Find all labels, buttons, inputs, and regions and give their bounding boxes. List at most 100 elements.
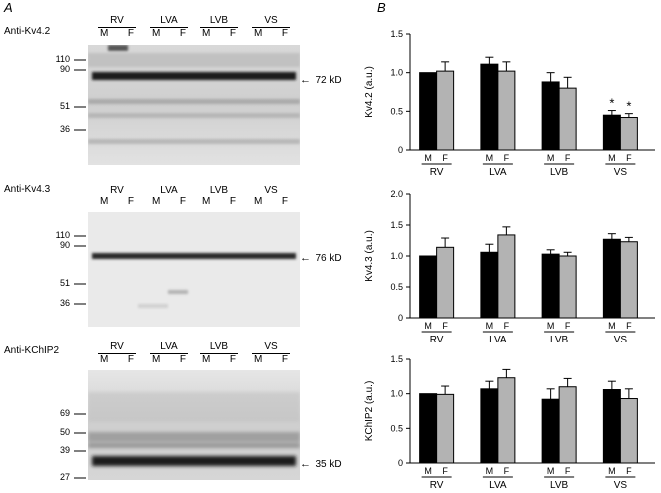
category-label: LVA	[489, 335, 507, 342]
mw-ticks	[74, 59, 86, 131]
mw-marker: 39	[59, 445, 70, 455]
sex-label-f: F	[229, 354, 236, 365]
sex-label: F	[565, 321, 571, 331]
sex-label-f: F	[127, 354, 134, 365]
bar-m	[480, 63, 499, 151]
y-tick-label: 0.5	[390, 282, 403, 292]
sex-label: M	[608, 321, 616, 331]
bar-m	[419, 255, 438, 319]
bar-f	[619, 117, 638, 151]
sex-label-m: M	[254, 196, 263, 207]
lane-group-label: LVB	[209, 15, 229, 26]
bar-f	[497, 70, 516, 151]
lane-group-label: VS	[264, 341, 278, 352]
y-tick-label: 1.0	[390, 251, 403, 261]
bar-m	[541, 253, 560, 319]
sex-label: M	[608, 466, 616, 476]
y-axis-label: KChIP2 (a.u.)	[364, 381, 375, 442]
sex-label-m: M	[152, 28, 161, 39]
bar-m	[541, 81, 560, 151]
bar-f	[558, 386, 577, 464]
blot-kchip2-title: Anti-KChIP2	[4, 345, 60, 356]
mw-marker: 36	[59, 298, 70, 308]
sex-label: F	[565, 466, 571, 476]
panel-a-label: A	[4, 0, 13, 15]
y-axis-label: Kv4.2 (a.u.)	[364, 66, 375, 118]
category-label: VS	[614, 167, 628, 178]
category-label: LVA	[489, 167, 507, 178]
category-label: RV	[430, 480, 444, 491]
lane-group-label: LVB	[209, 185, 229, 196]
band-kchip2-annotation: ← 35 kD	[300, 454, 360, 470]
blot-kv43-image	[88, 212, 300, 327]
sex-label-f: F	[127, 196, 134, 207]
sex-label-m: M	[254, 28, 263, 39]
sex-label-m: M	[254, 354, 263, 365]
bar-f	[619, 398, 638, 464]
sex-label-m: M	[202, 28, 211, 39]
blot-kv43-title: Anti-Kv4.3	[4, 184, 51, 195]
category-label: VS	[614, 480, 628, 491]
mw-marker: 90	[59, 240, 70, 250]
bar-f	[497, 377, 516, 464]
sex-label: F	[565, 153, 571, 163]
lane-group-label: LVA	[160, 185, 178, 196]
y-tick-label: 0	[398, 313, 403, 323]
blot-kv42-title: Anti-Kv4.2	[4, 26, 51, 37]
bar-f	[558, 255, 577, 319]
arrow-left-icon: ←	[300, 458, 311, 470]
mw-marker: 36	[59, 124, 70, 134]
lane-group-label: RV	[110, 341, 124, 352]
y-tick-label: 1.5	[390, 354, 403, 364]
category-label: VS	[614, 335, 628, 342]
sex-label: M	[424, 153, 432, 163]
sex-label-m: M	[152, 354, 161, 365]
sex-label-f: F	[281, 354, 288, 365]
bar-f	[558, 87, 577, 151]
mw-marker: 27	[59, 472, 70, 482]
sex-label-m: M	[202, 196, 211, 207]
mw-marker: 110	[55, 54, 70, 64]
sex-label-f: F	[179, 354, 186, 365]
category-label: RV	[430, 167, 444, 178]
y-tick-label: 0.5	[390, 423, 403, 433]
mw-ticks	[74, 413, 86, 479]
bar-m	[602, 238, 621, 319]
sex-label: F	[442, 466, 448, 476]
mw-marker: 69	[59, 408, 70, 418]
y-tick-label: 1.5	[390, 29, 403, 39]
blot-kchip2-image	[88, 370, 300, 480]
sex-label-m: M	[202, 354, 211, 365]
category-label: RV	[430, 335, 444, 342]
sex-label-m: M	[100, 28, 109, 39]
sex-label-f: F	[179, 28, 186, 39]
y-axis-label: Kv4.3 (a.u.)	[364, 230, 375, 282]
lane-group-label: LVA	[160, 341, 178, 352]
mw-marker: 51	[59, 278, 70, 288]
sex-label: F	[626, 466, 632, 476]
sex-label: F	[504, 466, 510, 476]
mw-marker: 50	[59, 427, 70, 437]
sex-label-f: F	[281, 28, 288, 39]
sex-label: M	[547, 321, 555, 331]
category-label: LVA	[489, 480, 507, 491]
sex-label-m: M	[152, 196, 161, 207]
lane-group-label: VS	[264, 185, 278, 196]
y-tick-label: 1.5	[390, 220, 403, 230]
arrow-left-icon: ←	[300, 74, 311, 86]
lane-group-label: LVB	[209, 341, 229, 352]
significance-marker: *	[626, 99, 631, 114]
sex-label: F	[626, 153, 632, 163]
bar-f	[436, 246, 455, 319]
bar-m	[480, 251, 499, 319]
sex-label-m: M	[100, 196, 109, 207]
sex-label: M	[486, 153, 494, 163]
band-size-label: 35 kD	[315, 459, 342, 470]
lane-group-label: VS	[264, 15, 278, 26]
blot-kv42-image	[88, 45, 300, 165]
bar-m	[419, 72, 438, 151]
bar-m	[602, 389, 621, 464]
sex-label: F	[626, 321, 632, 331]
sex-label: M	[547, 153, 555, 163]
